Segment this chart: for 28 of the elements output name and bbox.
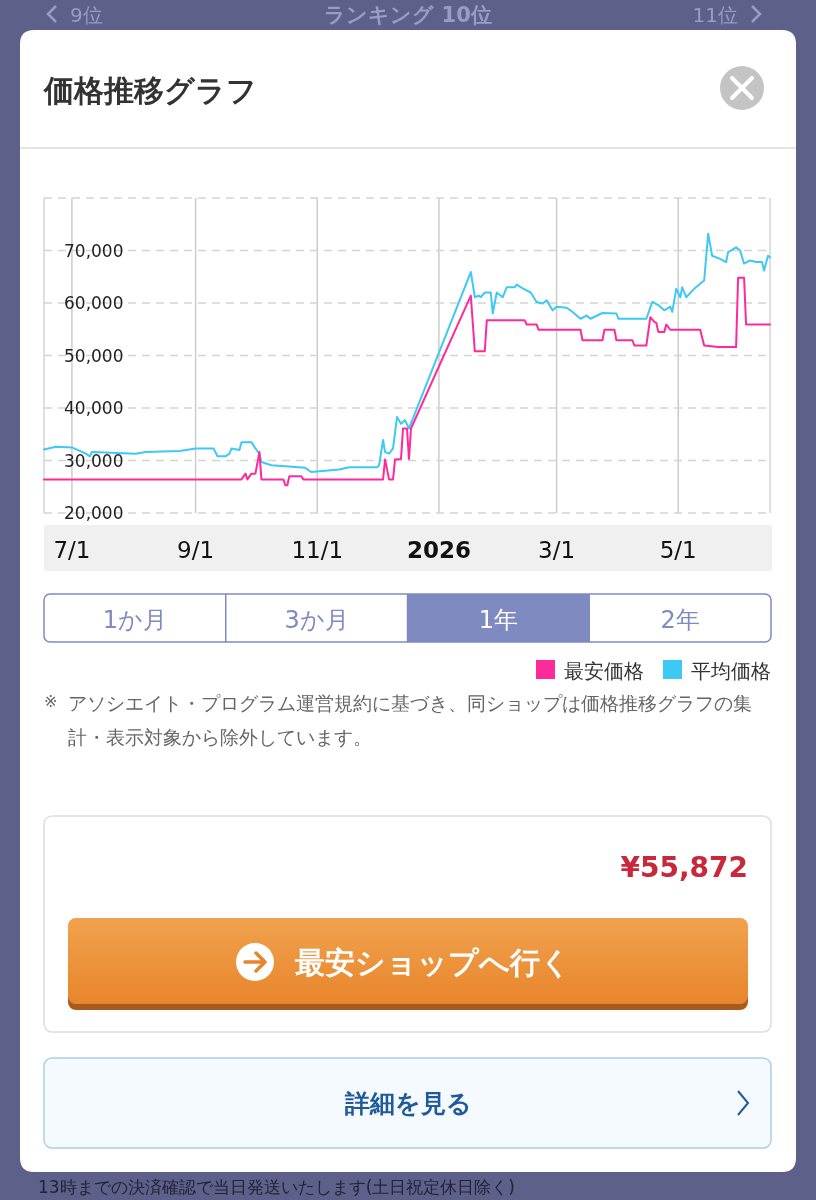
y-tick-label: 50,000 [64,345,124,366]
chart-title: 価格推移グラフ [43,73,257,108]
text: ランキング 10位 [324,3,492,27]
y-tick-label: 40,000 [64,398,124,418]
text: 詳細を見る [343,1089,472,1118]
text: 2年 [660,606,700,634]
text: 11位 [692,3,738,27]
y-tick-label: 20,000 [64,503,124,523]
legend-label: 最安価格 [564,659,644,683]
y-tick-label: 70,000 [64,240,124,261]
x-tick-label: 2026 [406,537,471,563]
text: アソシエイト・プログラム運営規約に基づき、同ショップは価格推移グラフの集計・表示対象から除外しています。 [68,691,753,750]
text: 1か月 [102,606,168,634]
text: 3か月 [284,606,349,634]
x-tick-label: 7/1 [53,537,91,563]
y-tick-label: 30,000 [64,450,124,471]
x-tick-label: 9/1 [177,537,215,563]
text: ¥55,872 [620,851,748,884]
text: 13時までの決済確認で当日発送いたします(土日祝定休日除く) [38,1177,515,1197]
legend-label: 平均価格 [691,659,771,683]
y-tick-label: 60,000 [64,293,124,313]
text: ※ [44,692,58,711]
text: 9位 [70,3,103,27]
x-tick-label: 3/1 [538,537,576,563]
x-tick-label: 11/1 [291,537,344,563]
text: 最安ショップへ行く [295,945,571,980]
x-tick-label: 5/1 [659,537,697,563]
text: 1年 [478,606,519,634]
